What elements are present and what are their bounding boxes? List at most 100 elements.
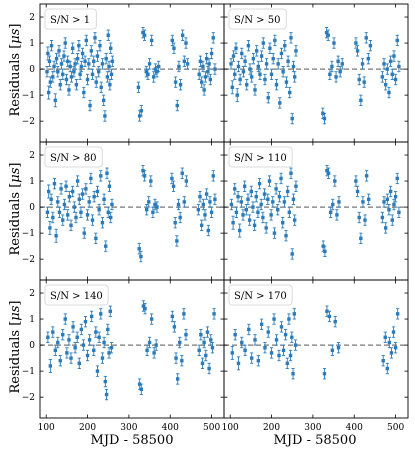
data-point [283,332,288,337]
y-tick-label: −2 [22,255,35,265]
data-point [251,56,256,61]
data-point [95,189,100,194]
data-point [51,75,55,79]
data-point [107,351,111,355]
data-point [142,33,147,37]
data-point [266,96,270,100]
data-point [393,194,398,199]
data-point [170,38,175,43]
data-point [209,51,214,56]
data-point [48,226,52,230]
data-point [137,382,142,386]
data-point [137,247,141,251]
data-point [196,207,201,212]
data-point [89,49,93,53]
data-point [266,330,270,334]
y-tick-label: 2 [29,13,35,23]
data-point [287,317,291,321]
data-point [139,109,144,113]
data-point [281,348,286,353]
data-point [56,340,60,345]
y-tick-label: 1 [29,39,35,49]
data-point [104,244,108,248]
data-point [66,59,70,63]
data-point [62,54,66,58]
data-point [335,213,339,217]
data-point [242,184,247,188]
data-point [269,213,273,217]
data-point [66,213,70,217]
data-point [147,62,152,66]
data-point [63,317,67,321]
y-tick-label: −2 [22,117,35,127]
data-point [61,72,65,77]
data-point [109,72,114,77]
data-point [354,179,358,183]
data-point [277,194,282,199]
data-point [326,171,331,175]
data-point [83,59,87,63]
data-point [155,69,159,74]
data-point [90,72,95,77]
data-point [184,41,188,45]
data-point [73,62,77,66]
data-point [338,69,342,74]
data-point [324,30,329,35]
data-point [49,43,54,48]
data-point [62,202,67,207]
data-point [204,192,209,196]
data-point [106,327,110,332]
data-point [201,64,205,69]
data-point [332,41,336,45]
data-point [259,202,263,207]
data-point [293,218,297,222]
y-tick-label: 2 [29,289,35,299]
data-point [244,207,249,212]
data-point [294,184,298,188]
data-point [173,221,177,225]
data-point [61,332,65,337]
data-point [392,54,396,58]
data-point [340,62,344,66]
data-point [383,335,387,339]
data-point [58,359,62,363]
data-point [197,348,201,353]
data-point [387,340,392,345]
data-point [382,62,386,66]
data-point [269,351,274,355]
data-point [70,189,75,194]
data-point [69,356,73,360]
data-point [69,75,74,79]
data-point [272,231,277,235]
data-point [139,387,144,392]
data-point [141,168,145,173]
data-point [175,239,179,243]
data-point [360,62,365,66]
data-point [207,62,211,66]
data-point [282,200,287,204]
data-point [155,205,159,209]
data-point [390,218,394,222]
data-point [90,218,95,222]
data-point [88,103,92,108]
data-point [77,197,81,201]
data-point [269,72,274,77]
data-point [141,304,146,308]
data-point [156,64,161,69]
data-point [153,67,158,71]
x-tick-label: 200 [79,423,96,433]
data-point [381,359,385,363]
data-point [391,330,396,334]
data-point [107,184,112,188]
data-point [59,62,64,66]
data-point [354,41,358,45]
data-point [211,174,215,178]
data-point [209,210,214,215]
y-tick-label: −1 [22,91,35,101]
data-point [80,192,85,196]
data-point [253,338,257,342]
panel-5: −2 −1 0 1 2 100 200 300 400 500 S/N > 140 [22,279,225,433]
data-point [241,69,246,74]
y-tick-label: −2 [22,393,35,403]
data-point [141,30,145,35]
